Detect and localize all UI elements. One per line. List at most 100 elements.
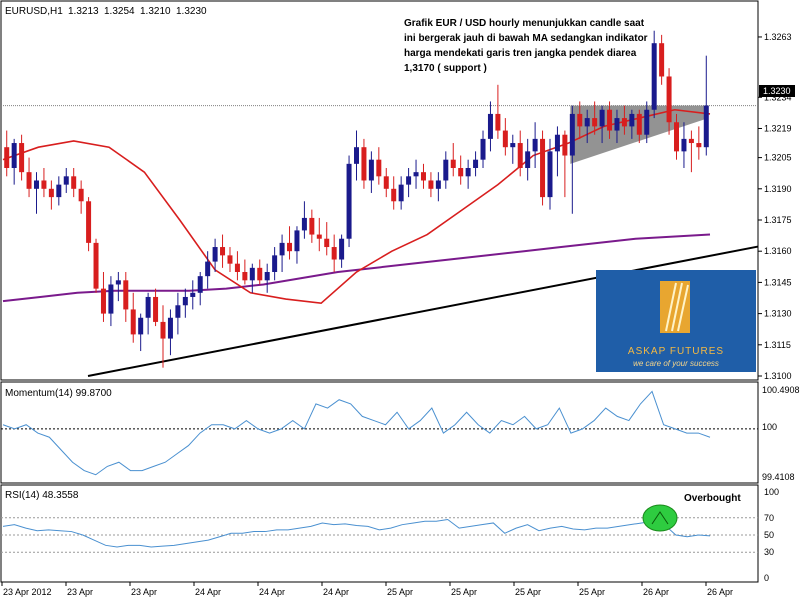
- candle-body: [487, 113, 493, 139]
- candle-body: [78, 188, 84, 202]
- candle-body: [659, 43, 665, 77]
- overbought-highlight: [642, 504, 678, 532]
- candle-body: [681, 138, 687, 152]
- momentum-line: [2, 390, 711, 476]
- candle-body: [115, 280, 121, 285]
- time-tick-label: 25 Apr: [515, 587, 541, 597]
- rsi-line: [2, 518, 711, 548]
- price-axis: 1.3263 1.3234 1.3219 1.3205 1.3190 1.3175 1.31…: [758, 32, 792, 381]
- candle-body: [33, 180, 39, 189]
- candle-body: [301, 217, 307, 231]
- current-price-box: [759, 85, 795, 97]
- price-tick-label: 1.3234: [764, 92, 792, 102]
- candle-body: [376, 159, 382, 177]
- time-tick-label: 23 Apr: [67, 587, 93, 597]
- candle-body: [458, 168, 464, 177]
- candle-body: [368, 159, 374, 181]
- candle-body: [636, 113, 642, 135]
- price-tick-label: 1.3175: [764, 215, 792, 225]
- candle-body: [607, 109, 613, 131]
- price-tick-label: 1.3263: [764, 32, 792, 42]
- candle-body: [71, 176, 77, 189]
- candle-body: [272, 255, 278, 272]
- annotation-text: Grafik EUR / USD hourly menunjukkan cand…: [404, 18, 648, 74]
- candle-body: [621, 118, 627, 127]
- candle-body: [130, 309, 136, 335]
- annotation-line: 1,3170 ( support ): [404, 63, 487, 74]
- candle-body: [257, 267, 263, 281]
- price-tick-label: 1.3219: [764, 123, 792, 133]
- ma-slow-line: [2, 233, 711, 303]
- candle-body: [287, 242, 293, 252]
- candle-body: [182, 296, 188, 306]
- ohlc-open: 1.3213: [68, 6, 99, 17]
- candle-body: [510, 143, 516, 148]
- symbol-label: EURUSD,H1: [5, 6, 63, 17]
- rsi-tick-label: 100: [764, 487, 779, 497]
- momentum-tick-high: 100.4908: [762, 385, 800, 395]
- time-tick-label: 24 Apr: [195, 587, 221, 597]
- ohlc-close: 1.3230: [176, 6, 207, 17]
- price-tick-label: 1.3115: [764, 340, 791, 350]
- candle-body: [428, 180, 434, 189]
- rsi-tick-label: 30: [764, 547, 774, 557]
- rsi-pane: [0, 484, 759, 583]
- candle-body: [309, 217, 315, 235]
- candle-body: [41, 180, 47, 189]
- candle-body: [383, 176, 389, 189]
- askap-futures-logo: ASKAP FUTURES we care of your success: [596, 270, 756, 372]
- candle-body: [167, 317, 173, 339]
- annotation-line: Grafik EUR / USD hourly menunjukkan cand…: [404, 18, 645, 29]
- candle-body: [540, 138, 546, 198]
- candle-body: [100, 288, 106, 314]
- ohlc-low: 1.3210: [140, 6, 171, 17]
- time-tick-label: 23 Apr 2012: [3, 587, 52, 597]
- rsi-layer: [1, 504, 758, 553]
- momentum-tick-mid: 100: [762, 422, 777, 432]
- candle-body: [63, 176, 69, 185]
- rsi-tick-label: 50: [764, 530, 774, 540]
- price-tick-label: 1.3205: [764, 153, 792, 163]
- candle-body: [420, 172, 426, 181]
- candle-body: [331, 247, 337, 260]
- ma-fast-line: [2, 108, 711, 305]
- candle-body: [666, 76, 672, 123]
- candle-body: [465, 168, 471, 177]
- time-tick-label: 23 Apr: [131, 587, 157, 597]
- time-tick-label: 24 Apr: [323, 587, 349, 597]
- candle-body: [629, 113, 635, 127]
- candle-body: [242, 272, 248, 281]
- rsi-tick-label: 0: [764, 573, 769, 583]
- candle-body: [294, 230, 300, 252]
- candle-body: [696, 143, 702, 148]
- price-layer: [1, 30, 759, 377]
- candle-body: [153, 296, 159, 322]
- trendline: [87, 245, 759, 377]
- time-tick-label: 26 Apr: [643, 587, 669, 597]
- candle-body: [123, 280, 129, 310]
- candle-body: [234, 263, 240, 272]
- candle-body: [584, 118, 590, 127]
- candle-body: [324, 238, 330, 248]
- candle-body: [443, 159, 449, 181]
- candle-body: [413, 172, 419, 177]
- candle-body: [346, 163, 352, 239]
- overbought-label: Overbought: [684, 493, 741, 504]
- candle-body: [108, 284, 114, 314]
- time-axis: 23 Apr 2012 23 Apr 23 Apr 24 Apr 24 Apr 24 Ap…: [1, 582, 733, 597]
- momentum-pane: [0, 381, 759, 484]
- candle-body: [547, 151, 553, 198]
- price-tick-label: 1.3145: [764, 277, 792, 287]
- time-tick-label: 25 Apr: [579, 587, 605, 597]
- momentum-tick-low: 99.4108: [762, 472, 795, 482]
- annotation-line: ini bergerak jauh di bawah MA sedangkan …: [404, 33, 648, 44]
- candle-body: [614, 118, 620, 131]
- candle-body: [517, 143, 523, 168]
- candle-body: [86, 201, 92, 243]
- candle-body: [406, 176, 412, 185]
- candle-body: [435, 180, 441, 189]
- candle-body: [562, 134, 568, 156]
- candle-body: [569, 113, 575, 156]
- candle-body: [160, 321, 166, 339]
